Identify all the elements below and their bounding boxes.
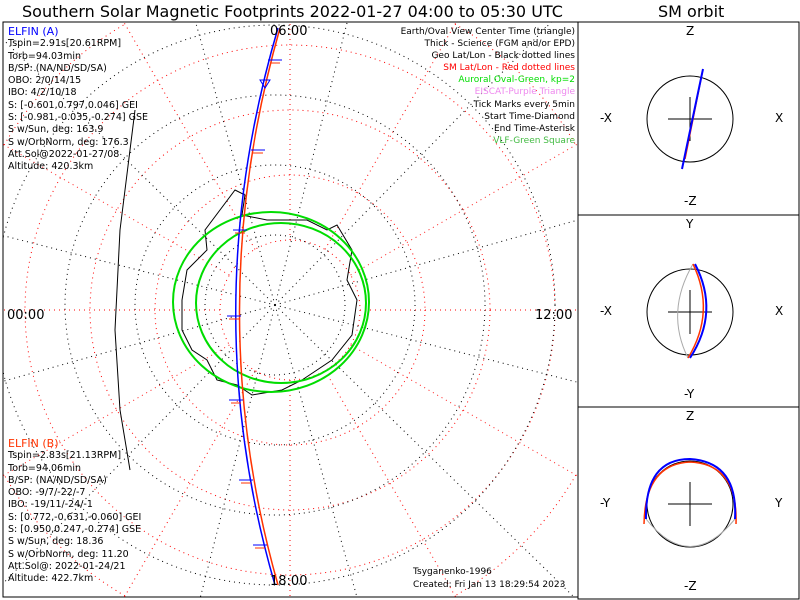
elfin-a-info-line: S: [-0.981,-0.035,-0.274] GSE bbox=[8, 112, 148, 124]
elfin-b-info-line: S w/OrbNorm, deg: 11.20 bbox=[8, 548, 129, 560]
elfin-b-info-line: Altitude: 422.7km bbox=[8, 573, 94, 585]
orbit-axis-label-left: -Y bbox=[600, 496, 611, 510]
model-label: Tsyganenko-1996 bbox=[413, 567, 492, 577]
orbit-axis-label-bottom: -Z bbox=[684, 579, 697, 593]
elfin-b-info-line: Att.Sol@: 2022-01-24/21 bbox=[8, 560, 126, 572]
orbit-axis-label-bottom: -Z bbox=[684, 194, 697, 208]
legend-item: Auroral Oval-Green, kp=2 bbox=[458, 75, 575, 86]
elfin-a-info-line: S: [-0.601,0.797,0.046] GEI bbox=[8, 99, 138, 111]
created-timestamp: Created: Fri Jan 13 18:29:54 2023 bbox=[413, 580, 566, 590]
elfin-b-footprint-track bbox=[238, 27, 281, 586]
elfin-a-info: ELFIN (A) Tspin=2.91s[20.61RPM] Torb=94.0… bbox=[8, 25, 148, 174]
orbit-axis-label-top: Z bbox=[686, 409, 695, 423]
legend-item: Start Time-Diamond bbox=[484, 111, 575, 122]
orbit-axis-label-right: X bbox=[775, 111, 784, 125]
elfin-b-info-line: S: [0.772,-0.631,-0.060] GEI bbox=[8, 511, 142, 523]
auroral-oval-outer bbox=[172, 211, 370, 393]
legend-item: EISCAT-Purple Triangle bbox=[474, 87, 575, 98]
orbit-axis-label-top: Z bbox=[686, 24, 695, 38]
auroral-oval-inner bbox=[195, 222, 367, 384]
orbit-backside bbox=[677, 263, 694, 359]
orbit-axis-label-right: X bbox=[775, 304, 784, 318]
elfin-a-info-line: Altitude: 420.3km bbox=[8, 161, 94, 173]
orbit-backside bbox=[645, 518, 736, 547]
geo-longitude-line bbox=[274, 22, 348, 306]
elfin-b-label: ELFIN (B) bbox=[8, 437, 59, 450]
sm-longitude-line bbox=[3, 344, 230, 477]
elfin-a-info-line: S w/OrbNorm, deg: 176.3 bbox=[8, 136, 129, 148]
geo-longitude-line bbox=[3, 235, 276, 306]
mlt-label-bottom: 18:00 bbox=[270, 574, 308, 589]
legend-item: Earth/Oval View Center Time (triangle) bbox=[400, 27, 575, 37]
elfin-a-label: ELFIN (A) bbox=[8, 25, 59, 38]
page-title: Southern Solar Magnetic Footprints 2022-… bbox=[22, 2, 563, 21]
elfin-b-info-line: B/SP: (NA/ND/SD/SA) bbox=[8, 474, 107, 486]
elfin-b-info-line: OBO: -9/7/-22/-7 bbox=[8, 487, 86, 499]
elfin-b-info-line: IBO: -19/11/-24/-1 bbox=[8, 499, 93, 511]
geo-longitude-line bbox=[199, 304, 276, 597]
orbit-axis-label-left: -X bbox=[600, 304, 612, 318]
lat-lon-grid bbox=[3, 22, 578, 597]
geo-longitude-line bbox=[274, 22, 552, 306]
legend-item: Thick - Science (FGM and/or EPD) bbox=[424, 39, 575, 50]
mlt-label-left: 00:00 bbox=[7, 308, 45, 323]
elfin-b-orbit bbox=[687, 263, 705, 359]
elfin-b-info-line: S: [0.950,0.247,-0.274] GSE bbox=[8, 524, 142, 536]
sm-longitude-line bbox=[350, 344, 578, 477]
elfin-b-info-line: Torb=94.06min bbox=[8, 462, 82, 474]
south-america-coastline bbox=[114, 109, 136, 471]
elfin-a-info-line: IBO: 4/2/10/18 bbox=[8, 87, 77, 99]
elfin-a-footprint-track bbox=[235, 27, 279, 586]
sm-longitude-line bbox=[350, 143, 578, 276]
legend-item: VLF-Green Square bbox=[493, 135, 575, 146]
geo-longitude-line bbox=[3, 38, 276, 306]
elfin-a-orbit bbox=[644, 457, 737, 520]
sm-orbit-title: SM orbit bbox=[658, 2, 725, 21]
legend-item: Geo Lat/Lon - Black dotted lines bbox=[431, 51, 575, 62]
elfin-a-orbit bbox=[689, 263, 708, 359]
elfin-b-info: ELFIN (B) Tspin=2.83s[21.13RPM] Torb=94.0… bbox=[8, 437, 142, 586]
elfin-a-info-line: Tspin=2.91s[20.61RPM] bbox=[8, 38, 122, 50]
elfin-a-info-line: Att.Sol@2022-01-27/08 bbox=[8, 148, 120, 160]
mlt-label-top: 06:00 bbox=[270, 24, 308, 39]
geo-longitude-line bbox=[274, 304, 578, 383]
legend: Earth/Oval View Center Time (triangle) Th… bbox=[401, 26, 575, 147]
time-tick-marks bbox=[227, 59, 282, 549]
elfin-b-info-line: Tspin=2.83s[21.13RPM] bbox=[8, 450, 122, 462]
geo-latitude-circle bbox=[3, 24, 556, 586]
geo-longitude-line bbox=[274, 304, 575, 597]
sm-longitude-line bbox=[3, 143, 230, 276]
geo-longitude-line bbox=[274, 304, 358, 597]
elfin-a-info-line: OBO: 2/0/14/15 bbox=[8, 75, 82, 87]
elfin-a-info-line: S w/Sun, deg: 163.9 bbox=[8, 124, 104, 136]
elfin-a-info-line: Torb=94.03min bbox=[8, 50, 82, 62]
orbit-axis-label-bottom: -Y bbox=[684, 387, 695, 401]
sm-longitude-line bbox=[123, 370, 256, 597]
view-center-triangle bbox=[259, 79, 271, 89]
geo-longitude-line bbox=[3, 304, 276, 382]
orbit-axis-label-top: Y bbox=[686, 217, 694, 231]
legend-item: End Time-Asterisk bbox=[493, 123, 575, 134]
elfin-a-info-line: B/SP: (NA/ND/SD/SA) bbox=[8, 62, 107, 74]
mlt-label-right: 12:00 bbox=[535, 308, 573, 323]
earth-circle bbox=[646, 75, 734, 163]
legend-item: SM Lat/Lon - Red dotted lines bbox=[443, 63, 575, 74]
orbit-axis-label-left: -X bbox=[600, 111, 612, 125]
elfin-a-orbit bbox=[681, 68, 704, 170]
sm-longitude-line bbox=[324, 370, 457, 597]
antarctica-coastline bbox=[181, 189, 358, 396]
sm-orbit-frame bbox=[577, 21, 800, 600]
elfin-b-info-line: S w/Sun, deg: 18.36 bbox=[8, 536, 104, 548]
legend-item: Tick Marks every 5min bbox=[473, 99, 575, 110]
orbit-axis-label-right: Y bbox=[775, 496, 783, 510]
